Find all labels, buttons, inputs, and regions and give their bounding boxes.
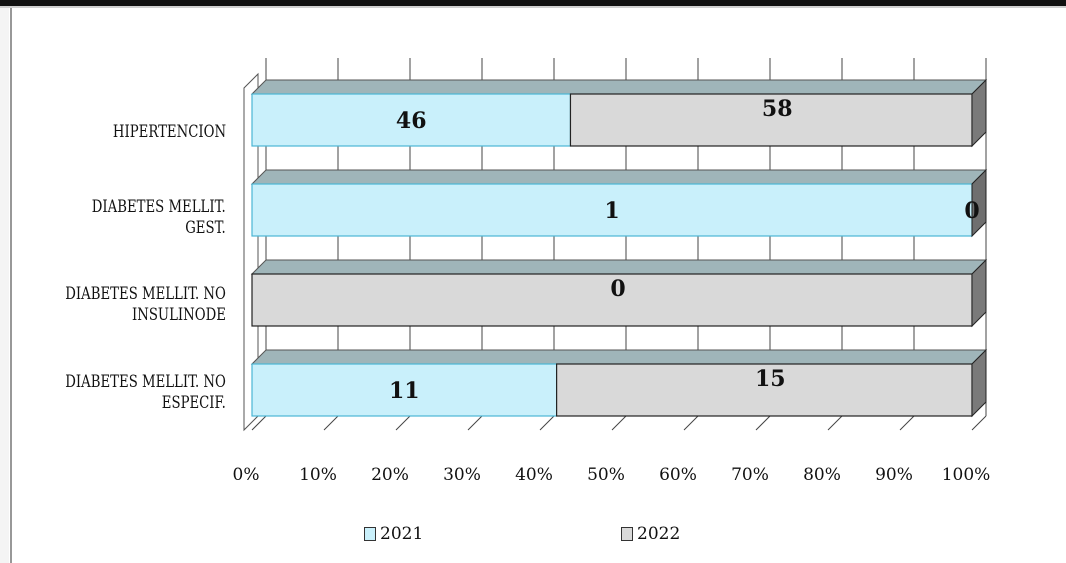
data-label-2022: 0 — [964, 198, 979, 224]
category-label-line: GEST. — [185, 218, 226, 238]
category-label-line: ESPECIF. — [161, 393, 226, 413]
legend-label-2021: 2021 — [380, 524, 424, 544]
gridline-floor — [899, 415, 915, 431]
gridline-floor — [395, 415, 411, 431]
gridline-floor — [755, 415, 771, 431]
legend-swatch-2021 — [364, 527, 376, 541]
gridline-floor — [971, 415, 987, 431]
category-label-line: DIABETES MELLIT. — [92, 197, 226, 217]
x-tick-label: 50% — [587, 465, 625, 485]
data-label-2021: 46 — [396, 108, 427, 134]
category-label: DIABETES MELLIT. GEST. — [92, 197, 226, 239]
data-label-2021: 11 — [389, 378, 420, 404]
x-tick-label: 0% — [233, 465, 260, 485]
category-label: HIPERTENCION — [113, 122, 226, 143]
bar-top-face — [250, 79, 988, 95]
bar-group: 11 15 — [250, 348, 988, 418]
category-label-line: HIPERTENCION — [112, 121, 226, 142]
x-tick-label: 60% — [659, 465, 697, 485]
bar-group: 46 58 — [250, 78, 988, 148]
data-label-2022: 0 — [610, 276, 625, 302]
legend-item-2021: 2021 — [364, 524, 423, 544]
legend-swatch-2022 — [621, 527, 633, 541]
category-label-line: DIABETES MELLIT. NO — [65, 284, 226, 304]
bar-2022 — [556, 363, 973, 417]
bar-side-face — [971, 168, 987, 238]
top-border-shadow — [0, 6, 1066, 8]
x-tick-label: 30% — [443, 465, 481, 485]
top-border — [0, 0, 1066, 6]
category-label: DIABETES MELLIT. NO ESPECIF. — [65, 372, 226, 414]
gridline-floor — [683, 415, 699, 431]
category-label-line: INSULINODE — [132, 305, 226, 325]
gridline-floor — [323, 415, 339, 431]
gridline-floor — [539, 415, 555, 431]
bar-side-face — [971, 78, 987, 148]
bar-top-face — [250, 349, 988, 365]
x-tick-label: 100% — [942, 465, 991, 485]
data-label-2021: 1 — [604, 198, 619, 224]
gridline-floor — [251, 415, 267, 431]
data-label-2022: 58 — [762, 96, 793, 122]
data-label-2022: 15 — [755, 366, 786, 392]
bar-2021 — [251, 183, 973, 237]
bar-2021 — [251, 363, 558, 417]
legend-label-2022: 2022 — [637, 524, 681, 544]
gridline-floor — [827, 415, 843, 431]
category-label-line: DIABETES MELLIT. NO — [65, 372, 226, 392]
legend-item-2022: 2022 — [621, 524, 680, 544]
bar-group: 0 — [250, 258, 988, 328]
gridline-floor — [467, 415, 483, 431]
gridline-floor — [611, 415, 627, 431]
bar-side-face — [971, 258, 987, 328]
x-tick-label: 20% — [371, 465, 409, 485]
x-tick-label: 40% — [515, 465, 553, 485]
bar-side-face — [971, 348, 987, 418]
bar-top-face — [250, 259, 988, 275]
bar-2022 — [251, 273, 973, 327]
x-tick-label: 10% — [299, 465, 337, 485]
bar-2021 — [251, 93, 572, 147]
x-tick-label: 80% — [803, 465, 841, 485]
left-gutter — [0, 8, 9, 563]
x-tick-label: 90% — [875, 465, 913, 485]
category-label: DIABETES MELLIT. NO INSULINODE — [65, 284, 226, 326]
x-tick-label: 70% — [731, 465, 769, 485]
bar-top-face — [250, 169, 988, 185]
